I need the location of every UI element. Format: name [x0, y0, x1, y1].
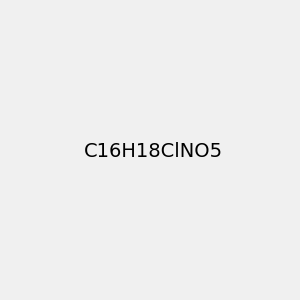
- Text: C16H18ClNO5: C16H18ClNO5: [84, 142, 223, 161]
